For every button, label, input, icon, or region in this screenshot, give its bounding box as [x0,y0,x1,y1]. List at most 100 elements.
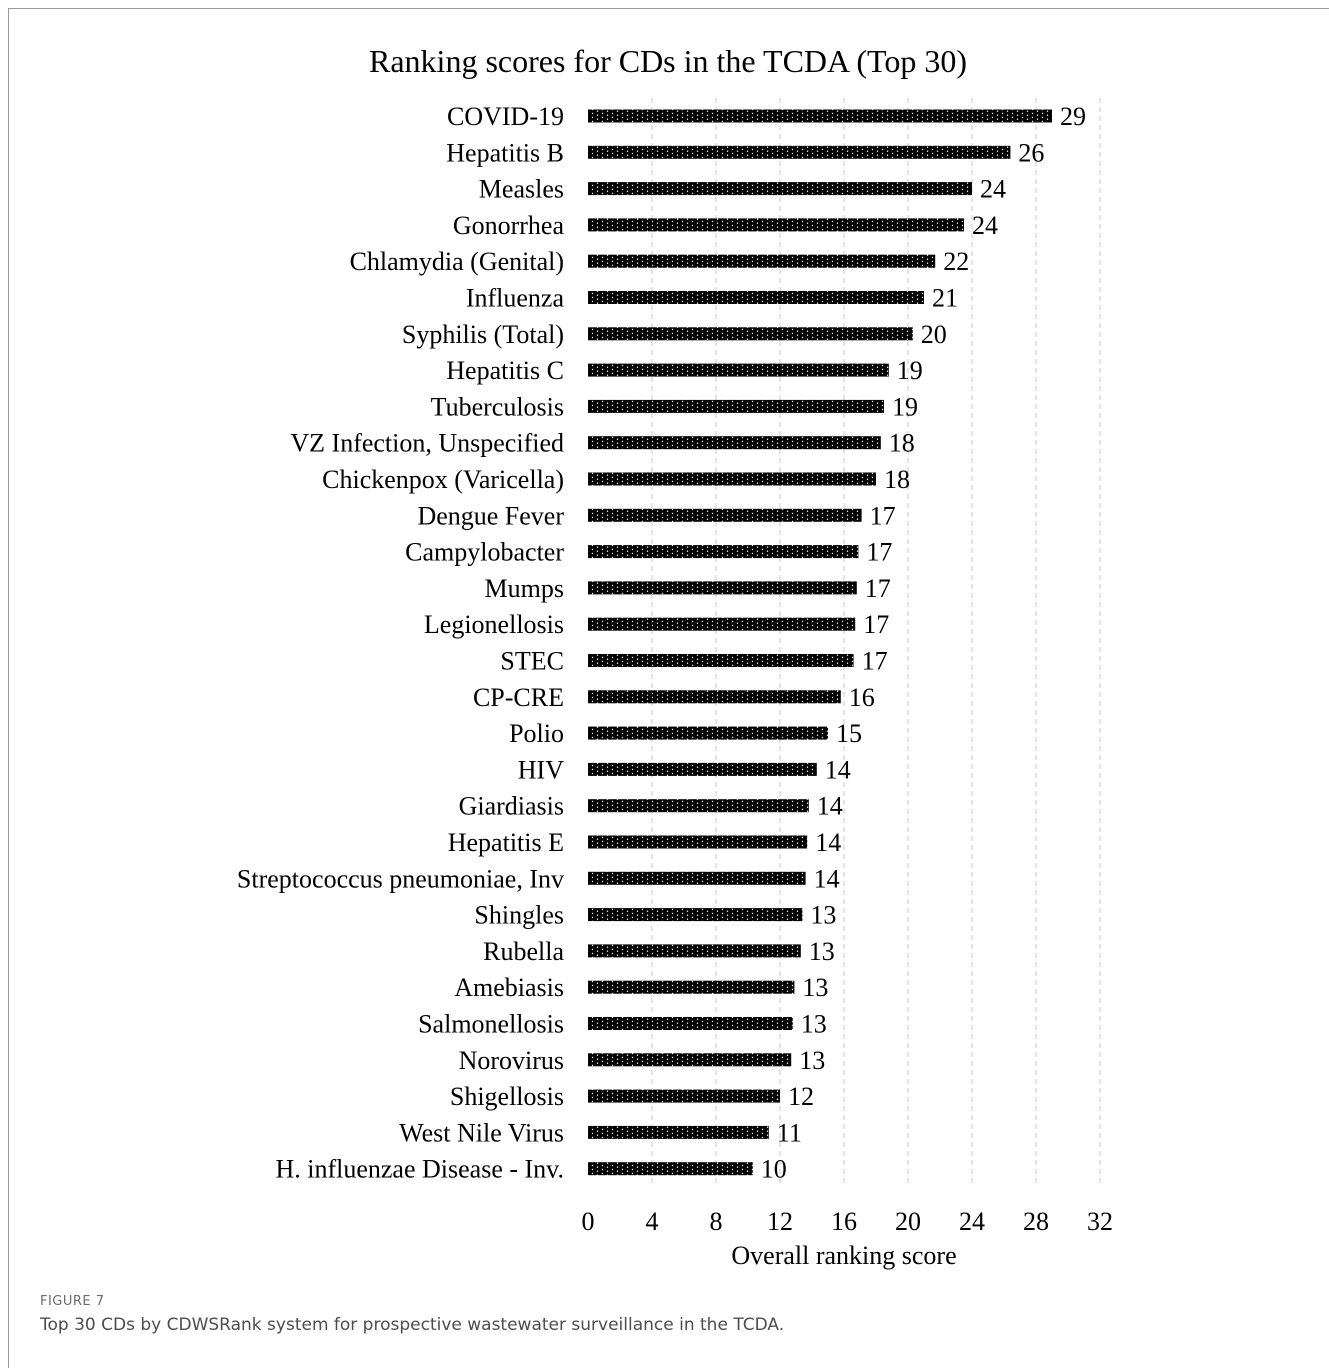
bar [588,145,1011,159]
x-tick-label: 4 [646,1207,659,1236]
figure-label: FIGURE 7 [40,1294,105,1309]
category-label: Streptococcus pneumoniae, Inv [237,864,564,893]
x-tick-label: 32 [1087,1207,1113,1236]
data-label: 14 [814,864,840,893]
data-label: 16 [849,683,875,712]
x-tick-label: 28 [1023,1207,1049,1236]
bar [588,944,801,958]
data-label: 17 [863,610,889,639]
data-label: 13 [801,1010,827,1039]
data-label: 19 [897,356,923,385]
bar [588,508,862,522]
data-label: 18 [884,465,910,494]
bar [588,436,881,450]
data-label: 24 [980,175,1006,204]
bar [588,291,924,304]
data-label: 11 [777,1118,802,1147]
data-label: 13 [810,901,836,930]
data-label: 15 [836,719,862,748]
category-label: Campylobacter [405,538,564,567]
category-label: Hepatitis E [448,828,564,857]
data-label: 10 [761,1155,787,1184]
data-label: 18 [889,429,915,458]
x-tick-label: 12 [767,1207,793,1236]
x-tick-label: 20 [895,1207,921,1236]
data-label: 20 [921,320,947,349]
bar [588,472,876,486]
category-label: Mumps [485,574,564,603]
x-tick-label: 16 [831,1207,857,1236]
category-label: Shigellosis [450,1082,564,1111]
bar [588,871,806,885]
bar [588,399,884,413]
bar [588,327,913,341]
x-tick-labels: 0 4 8 12 16 20 24 28 32 [582,1207,1114,1236]
bar [588,1125,769,1139]
category-label: Shingles [474,901,564,930]
category-label: COVID-19 [447,102,564,131]
bar [588,799,809,813]
data-label: 17 [862,647,888,676]
x-tick-label: 24 [959,1207,985,1236]
data-label: 17 [866,538,892,567]
bar [588,654,854,667]
bar [588,726,828,740]
category-label: Hepatitis B [446,138,564,167]
category-label: VZ Infection, Unspecified [290,429,564,458]
data-label: 13 [802,973,828,1002]
bar [588,1162,753,1176]
category-label: HIV [518,755,564,784]
category-label: Syphilis (Total) [402,320,564,349]
bar [588,363,889,377]
bar [588,835,808,849]
category-label: Norovirus [459,1046,564,1075]
bar-chart: COVID-19 Hepatitis B Measles Gonorrhea Chlam… [237,43,1114,1270]
gridlines [651,98,1101,1187]
category-labels: COVID-19 Hepatitis B Measles Gonorrhea Chlam… [237,102,565,1184]
value-labels: 2926242422212019191818171717171716151414… [761,102,1086,1184]
category-label: Chlamydia (Genital) [350,247,564,276]
bar [588,762,817,776]
category-label: Amebiasis [454,973,564,1002]
category-label: Chickenpox (Varicella) [322,465,564,494]
data-label: 12 [788,1082,814,1111]
bar [588,581,857,595]
category-label: STEC [500,647,564,676]
data-label: 24 [972,211,998,240]
data-label: 29 [1060,102,1086,131]
data-label: 14 [815,828,841,857]
bar [588,1053,792,1067]
category-label: Rubella [483,937,564,966]
data-label: 22 [943,247,969,276]
category-label: Gonorrhea [453,211,565,240]
category-label: Hepatitis C [446,356,564,385]
data-label: 17 [865,574,891,603]
bar [588,545,859,559]
data-label: 19 [892,392,918,421]
bars [588,109,1052,1176]
x-tick-label: 8 [710,1207,723,1236]
category-label: Salmonellosis [418,1010,564,1039]
bar [588,908,803,922]
x-tick-label: 0 [582,1207,595,1236]
data-label: 14 [825,755,851,784]
bar [588,1089,780,1103]
bar [588,182,972,196]
bar [588,254,936,268]
category-label: Influenza [466,284,565,313]
figure-caption: Top 30 CDs by CDWSRank system for prospe… [40,1315,785,1335]
category-label: H. influenzae Disease - Inv. [275,1155,564,1184]
bar [588,218,964,232]
bar [588,980,795,994]
category-label: Polio [509,719,564,748]
category-label: CP-CRE [473,683,564,712]
data-label: 21 [932,284,958,313]
data-label: 14 [817,792,843,821]
category-label: Dengue Fever [417,501,564,530]
chart-title: Ranking scores for CDs in the TCDA (Top … [369,43,967,79]
figure-frame [8,8,1329,1368]
data-label: 13 [809,937,835,966]
category-label: Tuberculosis [431,392,564,421]
category-label: West Nile Virus [399,1118,564,1147]
data-label: 17 [870,501,896,530]
